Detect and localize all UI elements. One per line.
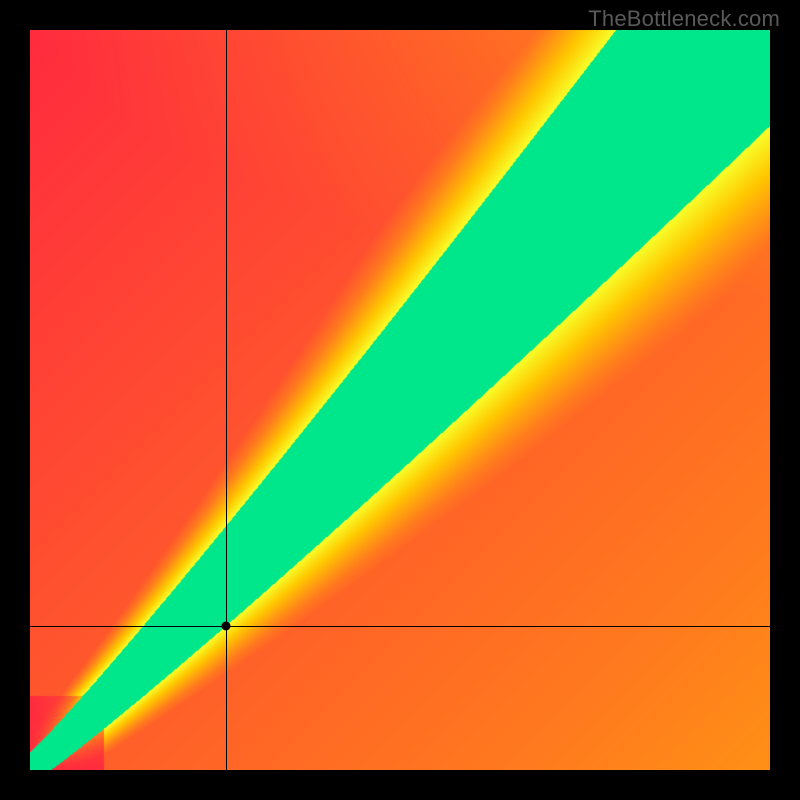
chart-container: TheBottleneck.com xyxy=(0,0,800,800)
crosshair-horizontal xyxy=(30,626,770,627)
watermark-label: TheBottleneck.com xyxy=(588,6,780,32)
crosshair-vertical xyxy=(226,30,227,770)
marker-dot xyxy=(222,621,231,630)
heatmap-canvas xyxy=(30,30,770,770)
plot-area xyxy=(30,30,770,770)
